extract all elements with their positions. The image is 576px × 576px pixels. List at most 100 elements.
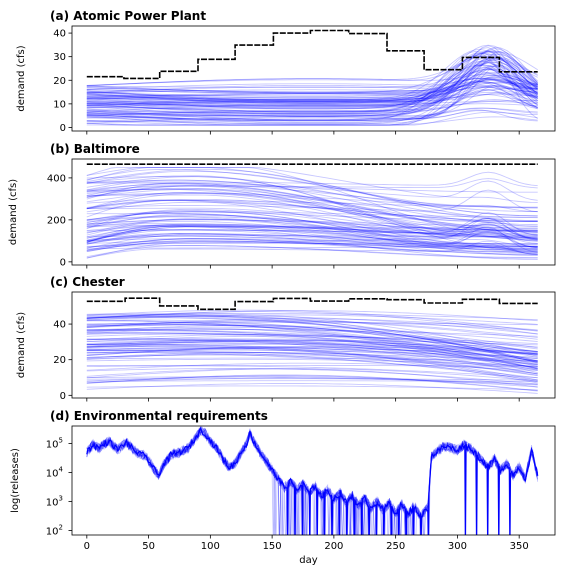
ensemble-line [86, 346, 538, 360]
ensemble-line [86, 214, 538, 253]
ensemble-line [86, 74, 538, 110]
axes-frame [71, 25, 556, 132]
panel-title: (d) Environmental requirements [50, 409, 268, 423]
ensemble-line [86, 170, 538, 217]
ensemble-line [86, 315, 538, 357]
ensemble-line [86, 88, 538, 102]
ensemble-line [86, 171, 538, 187]
ensemble-line [86, 235, 538, 238]
ensemble-line [86, 199, 538, 222]
ensemble-line [86, 211, 538, 253]
ensemble-line [86, 346, 538, 354]
axes-frame [71, 291, 556, 399]
ensemble-line [86, 68, 538, 114]
y-tick-label: 40 [53, 320, 66, 331]
ensemble-line [86, 350, 538, 381]
ensemble-line [86, 224, 538, 250]
ensemble-line [86, 217, 538, 249]
ensemble-line [86, 230, 538, 251]
ensemble-line [86, 346, 538, 381]
ensemble-line [86, 64, 538, 101]
ensemble-line [86, 216, 538, 232]
ensemble-line [86, 69, 538, 121]
y-tick-label: 103 [46, 494, 63, 508]
ensemble-line [86, 58, 538, 98]
ensemble-line [86, 345, 538, 363]
ensemble-line [86, 335, 538, 348]
ensemble-line [86, 241, 538, 259]
ensemble-line [86, 328, 538, 369]
ensemble-line [86, 199, 538, 250]
y-tick-label: 10 [53, 99, 66, 110]
release-main-line [86, 426, 539, 535]
ensemble-line [86, 349, 538, 368]
ensemble-line [86, 77, 538, 102]
ensemble-line [86, 332, 538, 345]
ensemble-line [86, 324, 538, 367]
ensemble-line [86, 322, 538, 363]
ensemble-line [86, 211, 538, 221]
ensemble-line [86, 226, 538, 238]
max-demand-line [86, 297, 538, 311]
ensemble-line [86, 320, 538, 366]
ensemble-line [86, 378, 538, 381]
ensemble-line [86, 57, 539, 116]
ensemble-line [86, 316, 538, 349]
ensemble-line [86, 319, 538, 338]
ensemble-line [86, 365, 538, 379]
ensemble-line [86, 343, 538, 355]
ensemble-line [86, 224, 538, 237]
ensemble-line [86, 50, 538, 87]
release-line [86, 427, 539, 535]
panel-title: (a) Atomic Power Plant [50, 9, 206, 23]
ensemble-line [86, 169, 538, 213]
ensemble-line [86, 357, 538, 362]
ensemble-line [86, 345, 538, 377]
plot-area [86, 163, 538, 260]
ensemble-line [86, 311, 538, 335]
ensemble-line [86, 226, 538, 247]
ensemble-line [86, 76, 538, 125]
ensemble-line [86, 78, 538, 94]
ensemble-line [86, 338, 538, 356]
x-tick-label: 100 [201, 541, 220, 552]
ensemble-line [86, 338, 538, 375]
ensemble-line [86, 232, 538, 260]
y-tick-label: 102 [46, 524, 63, 538]
ensemble-line [86, 81, 538, 103]
y-tick-label: 105 [46, 436, 63, 450]
ensemble-line [86, 316, 538, 363]
ensemble-line [86, 313, 538, 362]
ensemble-line [86, 351, 538, 379]
ensemble-line [86, 332, 538, 370]
release-line [86, 427, 539, 535]
ensemble-line [86, 76, 538, 106]
ensemble-line [86, 67, 538, 100]
ensemble-line [86, 314, 538, 364]
ensemble-line [86, 220, 538, 252]
ensemble-line [86, 166, 538, 217]
ensemble-line [86, 51, 539, 119]
ensemble-line [86, 57, 538, 94]
ensemble-line [86, 64, 538, 112]
ensemble-line [86, 81, 538, 100]
ensemble-line [86, 237, 538, 249]
ensemble-line [86, 85, 538, 121]
ensemble-line [86, 199, 538, 208]
y-tick-label: 0 [60, 391, 66, 402]
panel-1: 0 10 20 30 40 (a) Atomic Power Plant demand (c… [16, 9, 556, 135]
ensemble-line [86, 225, 538, 243]
ensemble-line [86, 342, 538, 366]
ensemble-line [86, 211, 538, 222]
ensemble-line [86, 60, 538, 100]
ensemble-line [86, 330, 538, 356]
ensemble-line [86, 73, 538, 87]
ensemble-line [86, 319, 538, 370]
y-tick-label: 104 [46, 465, 64, 479]
panel-4: 0 50 100 150 200 250 300 350 102 103 104 105 (d) Env… [10, 409, 556, 566]
ensemble-line [86, 175, 538, 253]
ensemble-line [86, 224, 538, 238]
ensemble-line [86, 65, 538, 107]
ensemble-line [86, 362, 538, 372]
ensemble-line [86, 166, 538, 204]
